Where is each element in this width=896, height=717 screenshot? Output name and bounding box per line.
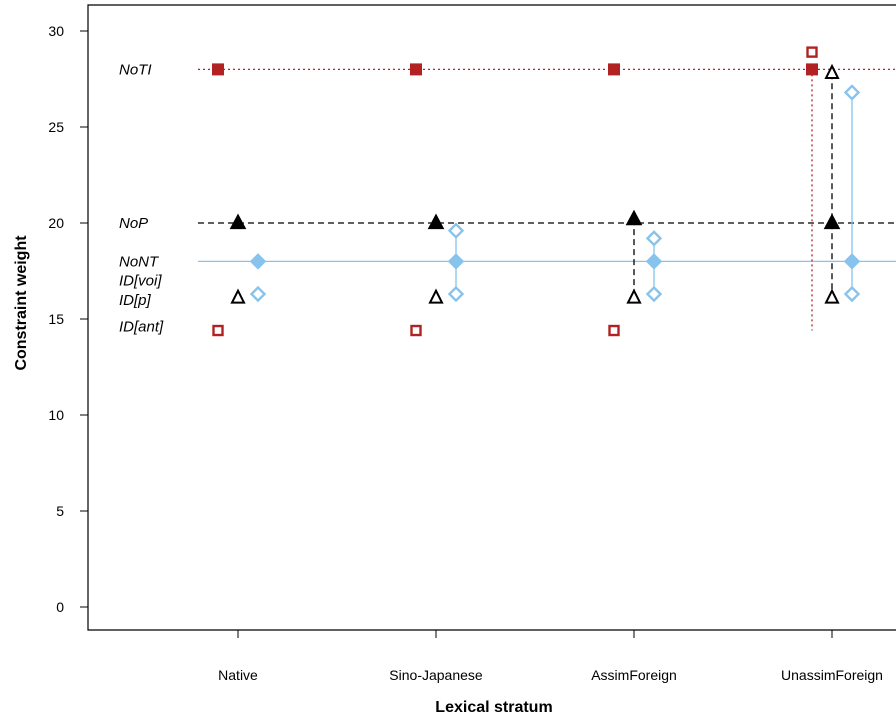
- data-markers: [213, 48, 860, 335]
- point-nont-filled: [845, 254, 860, 269]
- series-baselines: [198, 69, 896, 261]
- point-noti-filled: [213, 64, 224, 75]
- point-nop-filled: [231, 215, 246, 229]
- point-nont-open: [252, 288, 265, 301]
- point-nop-open: [430, 291, 442, 303]
- series-label: ID[voi]: [119, 273, 162, 290]
- series-label: NoTI: [119, 61, 152, 78]
- point-nop-filled: [825, 215, 840, 229]
- point-nop-open-upper: [826, 66, 838, 78]
- point-noti-filled: [807, 64, 818, 75]
- point-nont-open: [846, 288, 859, 301]
- point-nont-open-upper: [846, 86, 859, 99]
- point-noti-open: [808, 48, 817, 57]
- point-nop-open: [826, 291, 838, 303]
- y-tick-label: 5: [56, 503, 64, 519]
- series-label: ID[p]: [119, 292, 152, 309]
- point-nont-filled: [449, 254, 464, 269]
- plot-frame: [88, 5, 896, 630]
- series-label: ID[ant]: [119, 319, 164, 336]
- point-noti-filled: [609, 64, 620, 75]
- point-noti-open: [214, 326, 223, 335]
- point-nont-open: [648, 288, 661, 301]
- x-tick-label: UnassimForeign: [781, 667, 883, 683]
- point-nont-filled: [647, 254, 662, 269]
- point-noti-filled: [411, 64, 422, 75]
- y-axis-title: Constraint weight: [13, 235, 30, 371]
- series-label: NoP: [119, 215, 148, 232]
- point-nont-filled: [251, 254, 266, 269]
- point-nop-filled: [429, 215, 444, 229]
- y-tick-label: 15: [48, 311, 64, 327]
- point-nont-open: [450, 288, 463, 301]
- y-tick-label: 30: [48, 23, 64, 39]
- y-tick-label: 20: [48, 215, 64, 231]
- point-nop-open: [628, 291, 640, 303]
- series-labels: NoTI NoP NoNT ID[voi] ID[p] ID[ant]: [119, 61, 164, 335]
- axes: 0 5 10 15 20 25 30 Native Sino-Japanese AssimFore…: [48, 5, 896, 683]
- point-nop-open: [232, 291, 244, 303]
- x-tick-label: Sino-Japanese: [389, 667, 483, 683]
- x-tick-label: AssimForeign: [591, 667, 677, 683]
- point-noti-open: [610, 326, 619, 335]
- point-nont-open-upper: [648, 232, 661, 245]
- point-noti-open: [412, 326, 421, 335]
- point-nop-filled: [627, 211, 642, 225]
- y-tick-label: 0: [56, 599, 64, 615]
- y-tick-label: 25: [48, 119, 64, 135]
- y-tick-label: 10: [48, 407, 64, 423]
- series-label: NoNT: [119, 253, 160, 270]
- point-nont-open-upper: [450, 224, 463, 237]
- x-axis-title: Lexical stratum: [435, 699, 552, 716]
- x-tick-label: Native: [218, 667, 258, 683]
